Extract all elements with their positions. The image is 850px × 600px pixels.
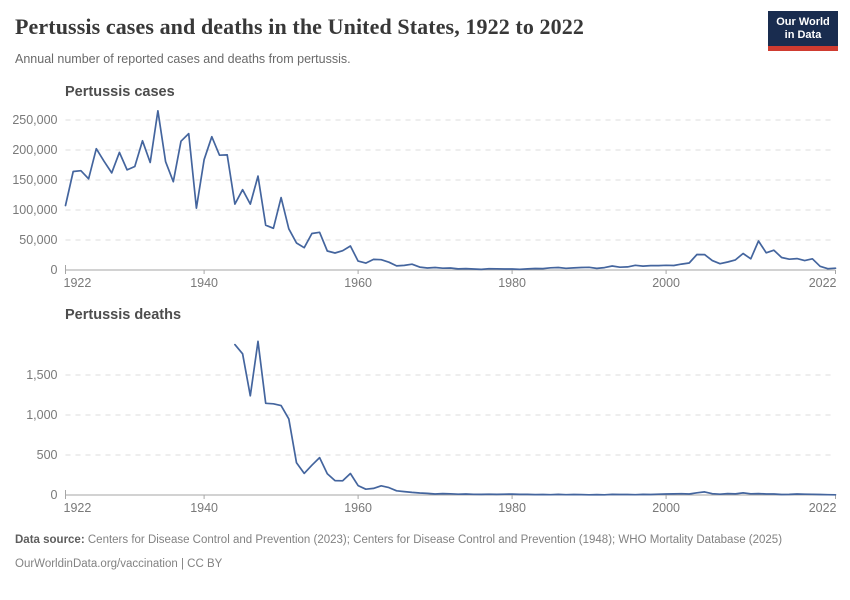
owid-logo-line1: Our World bbox=[776, 16, 830, 28]
deaths-ytick-label: 0 bbox=[51, 488, 58, 502]
cases-ytick-label: 250,000 bbox=[12, 113, 57, 127]
cases-xtick-label: 2000 bbox=[652, 276, 680, 290]
deaths-xtick-label: 2000 bbox=[652, 501, 680, 515]
deaths-ytick-label: 1,500 bbox=[26, 368, 57, 382]
license-text: OurWorldinData.org/vaccination | CC BY bbox=[15, 558, 223, 571]
cases-series-line bbox=[64, 109, 837, 271]
cases-ytick-label: 200,000 bbox=[12, 143, 57, 157]
data-source-label: Data source: bbox=[15, 534, 85, 546]
page-subtitle: Annual number of reported cases and deat… bbox=[15, 52, 351, 66]
cases-xtick-label: 1960 bbox=[344, 276, 372, 290]
cases-xtick-label: 1922 bbox=[64, 276, 92, 290]
cases-ytick-label: 150,000 bbox=[12, 173, 57, 187]
deaths-xtick-label: 1960 bbox=[344, 501, 372, 515]
deaths-xtick-label: 1922 bbox=[64, 501, 92, 515]
page-title: Pertussis cases and deaths in the United… bbox=[15, 14, 584, 39]
data-source-text: Centers for Disease Control and Preventi… bbox=[84, 534, 783, 546]
deaths-xtick-label: 2022 bbox=[809, 501, 837, 515]
cases-ytick-label: 0 bbox=[51, 263, 58, 277]
cases-xtick-label: 1940 bbox=[190, 276, 218, 290]
deaths-series-line bbox=[234, 340, 837, 496]
owid-logo-line2: in Data bbox=[784, 29, 822, 41]
deaths-xtick-label: 1940 bbox=[190, 501, 218, 515]
owid-logo: Our World in Data bbox=[768, 11, 838, 51]
deaths-ytick-label: 500 bbox=[37, 448, 58, 462]
cases-chart-title: Pertussis cases bbox=[65, 84, 175, 100]
deaths-chart-title: Pertussis deaths bbox=[65, 307, 182, 323]
cases-ytick-label: 50,000 bbox=[19, 233, 57, 247]
cases-xtick-label: 2022 bbox=[809, 276, 837, 290]
cases-xtick-label: 1980 bbox=[498, 276, 526, 290]
data-source-line: Data source: Centers for Disease Control… bbox=[15, 532, 795, 549]
cases-ytick-label: 100,000 bbox=[12, 203, 57, 217]
chart-footer: Data source: Centers for Disease Control… bbox=[15, 532, 795, 574]
deaths-xtick-label: 1980 bbox=[498, 501, 526, 515]
deaths-ytick-label: 1,000 bbox=[26, 408, 57, 422]
